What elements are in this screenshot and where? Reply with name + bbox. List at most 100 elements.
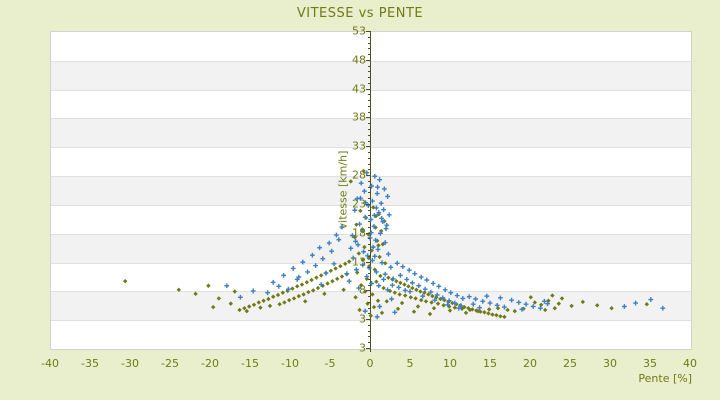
y-axis-minor-tick (368, 105, 370, 107)
gridline (51, 60, 691, 62)
y-axis-minor-tick (368, 342, 370, 344)
y-axis-minor-tick (368, 215, 370, 217)
gridline (51, 176, 691, 178)
y-axis-minor-tick (368, 94, 370, 96)
y-tick-label: 43 (352, 82, 366, 96)
y-tick-label: 3 (359, 312, 366, 326)
y-axis-major-tick (366, 88, 370, 90)
y-tick-label: 28 (352, 168, 366, 182)
y-axis-major-tick (366, 117, 370, 119)
x-tick-label: 20 (523, 357, 537, 370)
y-axis-minor-tick (368, 296, 370, 298)
y-axis-minor-tick (368, 226, 370, 228)
y-tick-label: 33 (352, 139, 366, 153)
x-tick-label: -25 (161, 357, 179, 370)
x-tick-label: 35 (643, 357, 657, 370)
y-axis-minor-tick (368, 250, 370, 252)
alt-band (51, 233, 691, 263)
gridline (51, 262, 691, 264)
alt-band (51, 60, 691, 90)
y-axis-major-tick (366, 175, 370, 177)
x-tick-label: -15 (241, 357, 259, 370)
y-axis-major-tick (366, 290, 370, 292)
y-axis-minor-tick (368, 36, 370, 38)
y-axis-minor-tick (368, 163, 370, 165)
y-axis-major-tick (366, 31, 370, 32)
y-axis-line (370, 31, 371, 352)
gridline (51, 291, 691, 293)
alt-band (51, 176, 691, 205)
y-axis-minor-tick (368, 221, 370, 223)
y-axis-minor-tick (368, 192, 370, 194)
gridline (51, 118, 691, 120)
y-axis-minor-tick (368, 307, 370, 309)
y-axis-minor-tick (368, 278, 370, 280)
gridline (51, 204, 691, 206)
y-tick-label: 38 (352, 110, 366, 124)
gridline (51, 320, 691, 322)
y-axis-minor-tick (368, 301, 370, 303)
plot-area (50, 31, 692, 350)
x-axis-title: Pente [%] (638, 372, 692, 385)
y-axis-major-tick (366, 348, 370, 349)
y-axis-major-tick (366, 146, 370, 148)
x-tick-label: -30 (121, 357, 139, 370)
y-axis-minor-tick (368, 77, 370, 79)
y-tick-label: 48 (352, 53, 366, 67)
y-axis-minor-tick (368, 330, 370, 332)
x-tick-label: -40 (41, 357, 59, 370)
x-tick-label: -20 (201, 357, 219, 370)
y-axis-minor-tick (368, 48, 370, 50)
y-axis-major-tick (366, 319, 370, 321)
y-axis-minor-tick (368, 65, 370, 67)
y-axis-minor-tick (368, 111, 370, 113)
x-tick-label: 15 (483, 357, 497, 370)
gridline (51, 233, 691, 235)
y-tick-label: 18 (352, 226, 366, 240)
y-axis-minor-tick (368, 244, 370, 246)
y-tick-label: 13 (352, 255, 366, 269)
y-axis-minor-tick (368, 209, 370, 211)
x-tick-label: 25 (563, 357, 577, 370)
y-axis-minor-tick (368, 324, 370, 326)
y-tick-label: 3 (359, 341, 366, 355)
alt-band (51, 118, 691, 148)
x-tick-label: -10 (281, 357, 299, 370)
y-axis-minor-tick (368, 82, 370, 84)
y-axis-minor-tick (368, 54, 370, 56)
y-axis-minor-tick (368, 255, 370, 257)
y-axis-major-tick (366, 232, 370, 234)
x-tick-label: 40 (683, 357, 697, 370)
y-axis-major-tick (366, 59, 370, 61)
alt-band (51, 291, 691, 321)
x-tick-label: -5 (324, 357, 336, 370)
y-axis-minor-tick (368, 180, 370, 182)
y-tick-label: 8 (359, 283, 366, 297)
y-axis-minor-tick (368, 42, 370, 44)
y-axis-minor-tick (368, 128, 370, 130)
x-tick-label: 30 (603, 357, 617, 370)
y-axis-minor-tick (368, 169, 370, 171)
y-axis-minor-tick (368, 267, 370, 269)
y-axis-minor-tick (368, 284, 370, 286)
chart-title: VITESSE vs PENTE (296, 6, 424, 21)
y-axis-minor-tick (368, 336, 370, 338)
x-tick-label: -35 (81, 357, 99, 370)
y-axis-minor-tick (368, 186, 370, 188)
x-tick-label: 5 (406, 357, 414, 370)
y-axis-minor-tick (368, 71, 370, 73)
y-axis-minor-tick (368, 238, 370, 240)
y-axis-minor-tick (368, 123, 370, 125)
y-axis-minor-tick (368, 198, 370, 200)
y-axis-minor-tick (368, 157, 370, 159)
gridline (51, 147, 691, 149)
x-tick-label: 10 (443, 357, 457, 370)
x-tick-label: 0 (366, 357, 374, 370)
y-axis-minor-tick (368, 100, 370, 102)
y-tick-label: 53 (352, 24, 366, 38)
y-axis-minor-tick (368, 273, 370, 275)
y-tick-label: 23 (352, 197, 366, 211)
y-axis-minor-tick (368, 134, 370, 136)
y-axis-major-tick (366, 203, 370, 205)
y-axis-major-tick (366, 261, 370, 263)
